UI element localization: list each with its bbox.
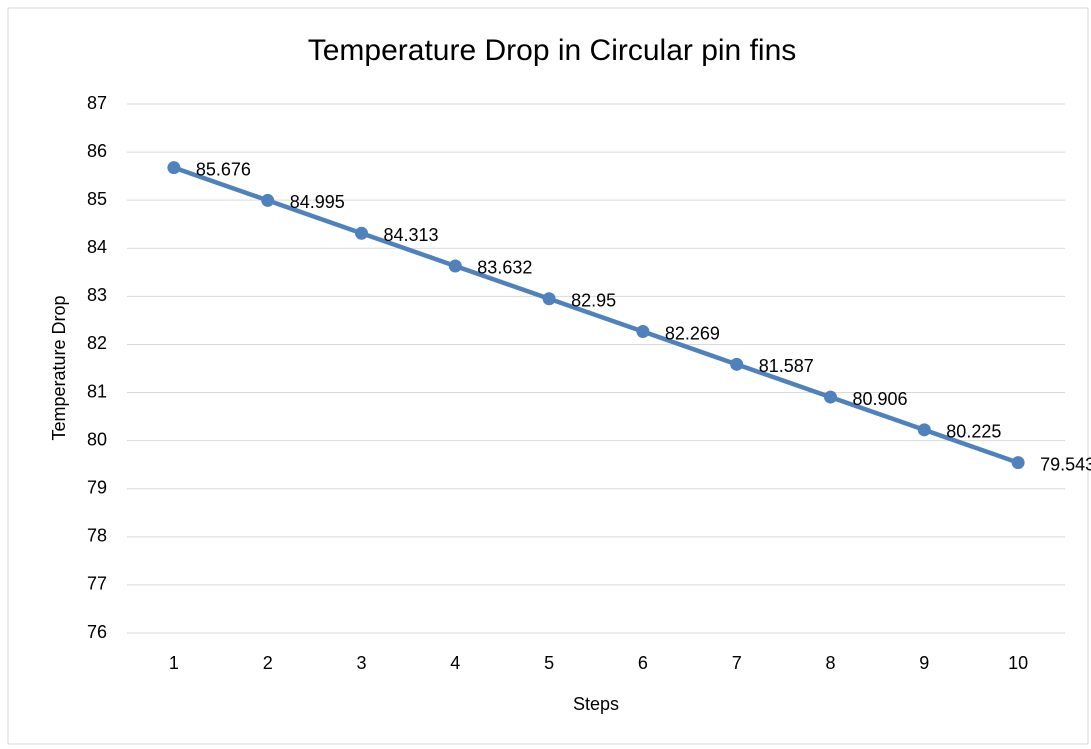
data-label: 79.543	[1040, 454, 1091, 474]
y-tick-label: 83	[87, 285, 107, 305]
data-label: 83.632	[477, 258, 532, 278]
y-tick-label: 85	[87, 189, 107, 209]
y-axis-label: Temperature Drop	[49, 295, 69, 440]
chart-border	[7, 7, 1089, 745]
x-tick-label: 8	[825, 653, 835, 673]
data-point	[824, 390, 837, 404]
data-point	[542, 292, 556, 306]
x-tick-label: 5	[544, 653, 554, 673]
data-point	[730, 357, 744, 371]
x-tick-label: 4	[450, 653, 460, 673]
data-point	[167, 161, 181, 175]
x-tick-label: 6	[638, 653, 648, 673]
data-label: 81.587	[759, 356, 814, 376]
line-series	[173, 165, 1019, 465]
data-label: 82.95	[571, 291, 616, 311]
x-tick-label: 1	[169, 653, 179, 673]
chart-title: Temperature Drop in Circular pin fins	[308, 34, 797, 67]
data-label: 80.906	[853, 389, 908, 409]
data-label: 80.225	[946, 422, 1001, 442]
data-point	[917, 423, 931, 437]
data-label: 85.676	[196, 159, 251, 179]
x-tick-label: 9	[919, 653, 929, 673]
data-label: 84.313	[384, 225, 439, 245]
x-tick-label: 10	[1008, 653, 1028, 673]
y-tick-label: 81	[87, 381, 107, 401]
data-label: 82.269	[665, 323, 720, 343]
x-axis-label: Steps	[573, 694, 619, 714]
x-tick-label: 7	[732, 653, 742, 673]
y-tick-label: 82	[87, 333, 107, 353]
x-tick-label: 3	[356, 653, 366, 673]
data-point	[1011, 456, 1025, 470]
data-point	[355, 226, 368, 240]
data-point	[261, 193, 275, 207]
y-tick-label: 86	[87, 141, 107, 161]
y-tick-label: 80	[87, 429, 107, 449]
y-tick-label: 78	[87, 526, 107, 546]
data-label: 84.995	[290, 192, 345, 212]
y-tick-label: 87	[87, 93, 107, 113]
y-tick-label: 77	[87, 574, 107, 594]
data-point	[636, 325, 650, 339]
y-tick-label: 76	[87, 622, 107, 642]
data-point	[448, 259, 462, 273]
x-tick-label: 2	[263, 653, 273, 673]
y-tick-label: 79	[87, 477, 107, 497]
y-tick-label: 84	[87, 237, 107, 257]
